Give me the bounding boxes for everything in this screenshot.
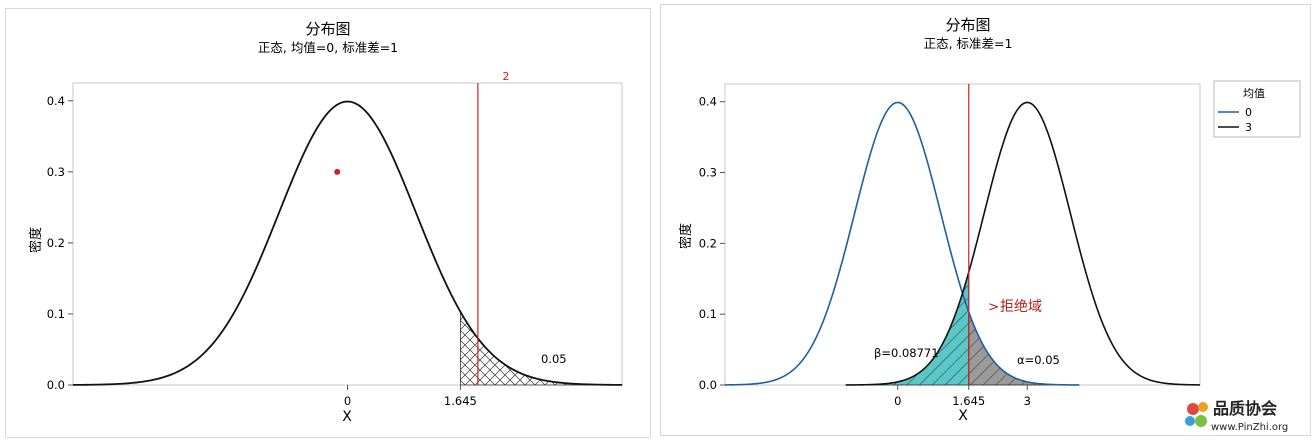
x-axis-label: X <box>342 409 352 425</box>
y-tick-label: 0.2 <box>699 236 717 250</box>
x-tick-label: 0 <box>344 394 351 408</box>
x-tick-label: 1.645 <box>952 394 985 408</box>
density-curve <box>72 100 623 386</box>
left-chart: 分布图 正态, 均值=0, 标准差=1 0.0 0.1 0.2 0.3 0.4 0 1.64… <box>28 20 623 425</box>
y-tick-label: 0.0 <box>47 378 65 392</box>
plot-border <box>72 82 623 386</box>
y-tick-label: 0.1 <box>699 307 717 321</box>
svg-text:品质协会: 品质协会 <box>1213 399 1277 418</box>
plot-area: 0.0 0.1 0.2 0.3 0.4 0 1.645 3 <box>699 83 1201 408</box>
y-tick-label: 0.1 <box>47 307 65 321</box>
chart-subtitle: 正态, 均值=0, 标准差=1 <box>258 40 398 55</box>
y-tick-label: 0.3 <box>699 166 717 180</box>
reject-region-label: 拒绝域 <box>1000 299 1042 315</box>
left-chart-frame <box>5 8 651 438</box>
reject-region-arrow: > <box>988 299 999 315</box>
y-tick-label: 0.4 <box>699 95 717 109</box>
y-tick-label: 0.4 <box>47 94 65 108</box>
legend-label-1: 3 <box>1245 121 1252 134</box>
x-tick-label: 1.645 <box>444 394 477 408</box>
left-chart-panel: 分布图 正态, 均值=0, 标准差=1 0.0 0.1 0.2 0.3 0.4 0 1.64… <box>0 0 655 441</box>
pinzhi-logo: 品质协会 www.PinZhi.org <box>1185 399 1288 433</box>
marker-point <box>334 168 341 175</box>
y-tick-label: 0.0 <box>699 378 717 392</box>
y-tick-label: 0.3 <box>47 165 65 179</box>
right-chart-frame <box>660 4 1311 436</box>
x-axis-label: X <box>958 408 968 424</box>
chart-title: 分布图 <box>945 16 990 34</box>
tail-area-label: 0.05 <box>541 352 567 366</box>
alpha-label: α=0.05 <box>1017 353 1060 367</box>
shaded-tail-area <box>459 310 623 386</box>
right-chart: 分布图 正态, 标准差=1 0.00.10.20.30.40 1.645 3 密度 … <box>678 16 1301 424</box>
x-tick-label: 3 <box>1024 394 1031 408</box>
svg-text:www.PinZhi.org: www.PinZhi.org <box>1211 422 1288 433</box>
right-chart-panel: 分布图 正态, 标准差=1 0.0 0.1 0.2 0.3 0.4 0 1.645 3 密度 … <box>655 0 1315 441</box>
density-curve-mean-3 <box>845 101 1201 386</box>
beta-label: β=0.08771 <box>874 346 939 360</box>
legend-title: 均值 <box>1243 87 1265 100</box>
y-axis-label: 密度 <box>28 227 44 253</box>
ref-line-label: 2 <box>503 70 510 83</box>
chart-subtitle: 正态, 标准差=1 <box>924 36 1013 51</box>
legend-label-0: 0 <box>1245 106 1252 119</box>
chart-title: 分布图 <box>305 20 350 38</box>
legend: 均值 0 3 <box>1213 80 1301 138</box>
x-tick-label: 0 <box>894 394 901 408</box>
y-tick-label: 0.2 <box>47 236 65 250</box>
y-axis-label: 密度 <box>678 223 694 249</box>
plot-area: 0.0 0.1 0.2 0.3 0.4 0 1.645 <box>47 82 623 408</box>
density-curve-mean-0 <box>724 101 1080 386</box>
